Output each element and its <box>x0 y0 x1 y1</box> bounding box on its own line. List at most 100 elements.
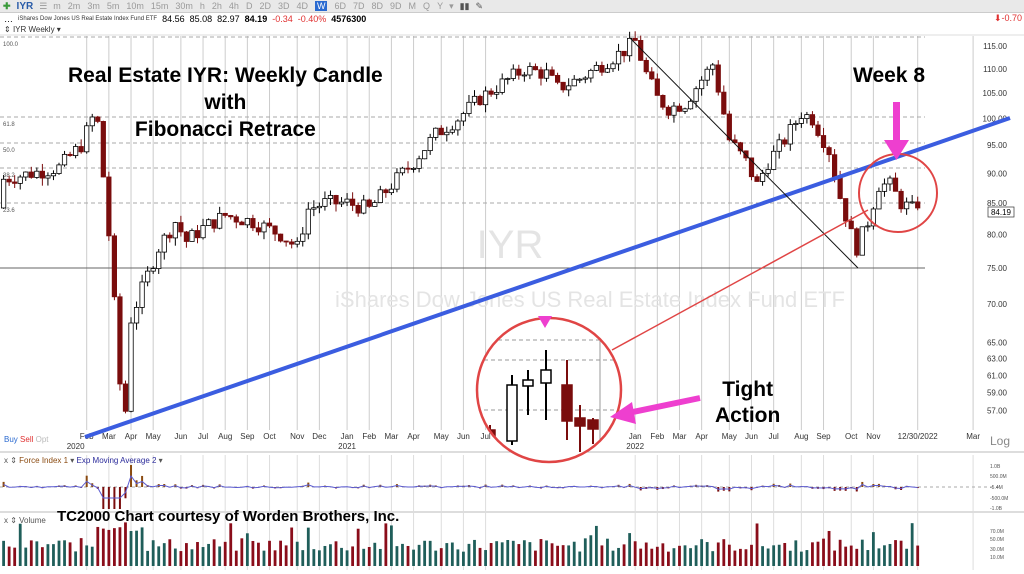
candle-body <box>422 150 428 160</box>
week8-arrow-icon <box>884 140 909 160</box>
y-tick-label: 85.00 <box>987 199 1008 208</box>
log-toggle[interactable]: Log <box>990 434 1011 448</box>
candle-body <box>771 150 777 170</box>
bar-chart-icon[interactable]: ▮▮ <box>459 0 470 11</box>
volume-bar <box>85 545 89 566</box>
volume-bar <box>727 544 731 566</box>
volume-bar <box>439 548 443 566</box>
timeframe-2D[interactable]: 2D <box>259 1 271 11</box>
timeframe-30m[interactable]: 30m <box>175 1 193 11</box>
timeframe-D[interactable]: D <box>245 1 253 11</box>
volume-bar <box>761 546 764 566</box>
volume-label[interactable]: Volume <box>19 516 46 525</box>
volume-bar <box>667 551 670 566</box>
candle-body <box>809 114 816 126</box>
timeframe-8D[interactable]: 8D <box>371 1 384 11</box>
candle-body <box>676 105 683 112</box>
timeframe-3D[interactable]: 3D <box>277 1 290 11</box>
sell-button[interactable]: Sell <box>20 435 34 444</box>
timeframe-4h[interactable]: 4h <box>228 1 239 11</box>
menu-icon[interactable]: ☰ <box>39 0 48 11</box>
candle-body <box>39 170 45 179</box>
connector-line <box>611 209 869 351</box>
timeframe-15m[interactable]: 15m <box>150 1 169 11</box>
candle-body <box>117 296 123 385</box>
chart-label[interactable]: ⇕ IYR Weekly ▾ <box>4 25 61 34</box>
opt-button[interactable]: Opt <box>35 435 49 444</box>
volume-bar <box>101 528 105 566</box>
timeframe-2h[interactable]: 2h <box>211 1 222 11</box>
timeframe-W[interactable]: W <box>314 1 328 11</box>
volume-bar <box>356 528 360 566</box>
edit-icon[interactable]: ✎ <box>475 0 484 11</box>
timeframe-2m[interactable]: 2m <box>67 1 81 11</box>
candle-body <box>405 167 411 170</box>
candle-body <box>327 195 334 199</box>
y-tick-label: 80.00 <box>987 230 1008 239</box>
timeframe-6D[interactable]: 6D <box>334 1 346 11</box>
y-tick-label: 65.00 <box>987 338 1008 347</box>
volume-bar <box>329 544 332 566</box>
volume-bar <box>567 545 571 566</box>
timeframe-m[interactable]: m <box>53 1 61 11</box>
candle-body <box>892 177 899 192</box>
candle-body <box>815 124 821 136</box>
timeframe-h[interactable]: h <box>199 1 205 11</box>
more-icon[interactable]: … <box>4 14 13 24</box>
price-tag: 84.19 <box>991 208 1012 217</box>
timeframe-M[interactable]: M <box>408 1 417 11</box>
candle-body <box>200 225 206 239</box>
buy-button[interactable]: Buy <box>4 435 18 444</box>
zoom-candle <box>561 384 573 422</box>
volume-bar <box>899 540 903 566</box>
volume-bar <box>79 538 83 566</box>
x-tick-label: May <box>722 432 737 441</box>
volume-bar <box>655 546 659 566</box>
candle-body <box>876 190 882 210</box>
volume-bar <box>268 540 271 566</box>
volume-header: x ⇕ Volume <box>4 516 46 525</box>
candle-body <box>726 113 732 141</box>
x-tick-label: Jan <box>341 432 354 441</box>
candle-body <box>621 50 627 57</box>
candle-body <box>250 218 256 229</box>
candle-body <box>715 64 721 93</box>
candle-body <box>687 100 694 110</box>
candle-body <box>682 108 688 112</box>
timeframe-7D[interactable]: 7D <box>353 1 365 11</box>
ema-label[interactable]: Exp Moving Average 2 <box>76 456 157 465</box>
candle-body <box>111 235 117 298</box>
timeframe-4D[interactable]: 4D <box>296 1 308 11</box>
volume-bar <box>74 551 78 566</box>
volume-bar <box>340 547 343 566</box>
volume-bar <box>312 549 316 566</box>
x-tick-label: Jul <box>480 432 490 441</box>
candle-body <box>787 124 793 145</box>
timeframe-5m[interactable]: 5m <box>106 1 120 11</box>
candle-body <box>505 78 511 80</box>
force-index-label[interactable]: Force Index 1 <box>19 456 69 465</box>
timeframe-Y[interactable]: Y <box>437 1 444 11</box>
title-line-3: Fibonacci Retrace <box>134 118 316 141</box>
candle-body <box>277 233 284 242</box>
candle-body <box>527 66 533 76</box>
add-icon[interactable]: ✚ <box>3 0 11 11</box>
volume-bar <box>7 546 11 566</box>
symbol-input[interactable]: IYR <box>16 0 34 12</box>
timeframe-9D[interactable]: 9D <box>390 1 402 11</box>
x-tick-label: Mar <box>385 432 399 441</box>
candle-body <box>261 222 267 233</box>
volume-bar <box>500 542 504 566</box>
candle-body <box>649 71 655 80</box>
change-value: -0.34 <box>272 14 293 24</box>
timeframe-3m[interactable]: 3m <box>87 1 100 11</box>
candle-body <box>100 121 106 178</box>
candle-body <box>660 94 666 108</box>
candle-body <box>449 129 455 133</box>
candle-body <box>571 78 577 87</box>
timeframe-10m[interactable]: 10m <box>126 1 144 11</box>
timeframe-Q[interactable]: Q <box>423 1 431 11</box>
volume-bar <box>611 550 615 566</box>
dropdown-icon[interactable]: ▾ <box>449 0 454 11</box>
